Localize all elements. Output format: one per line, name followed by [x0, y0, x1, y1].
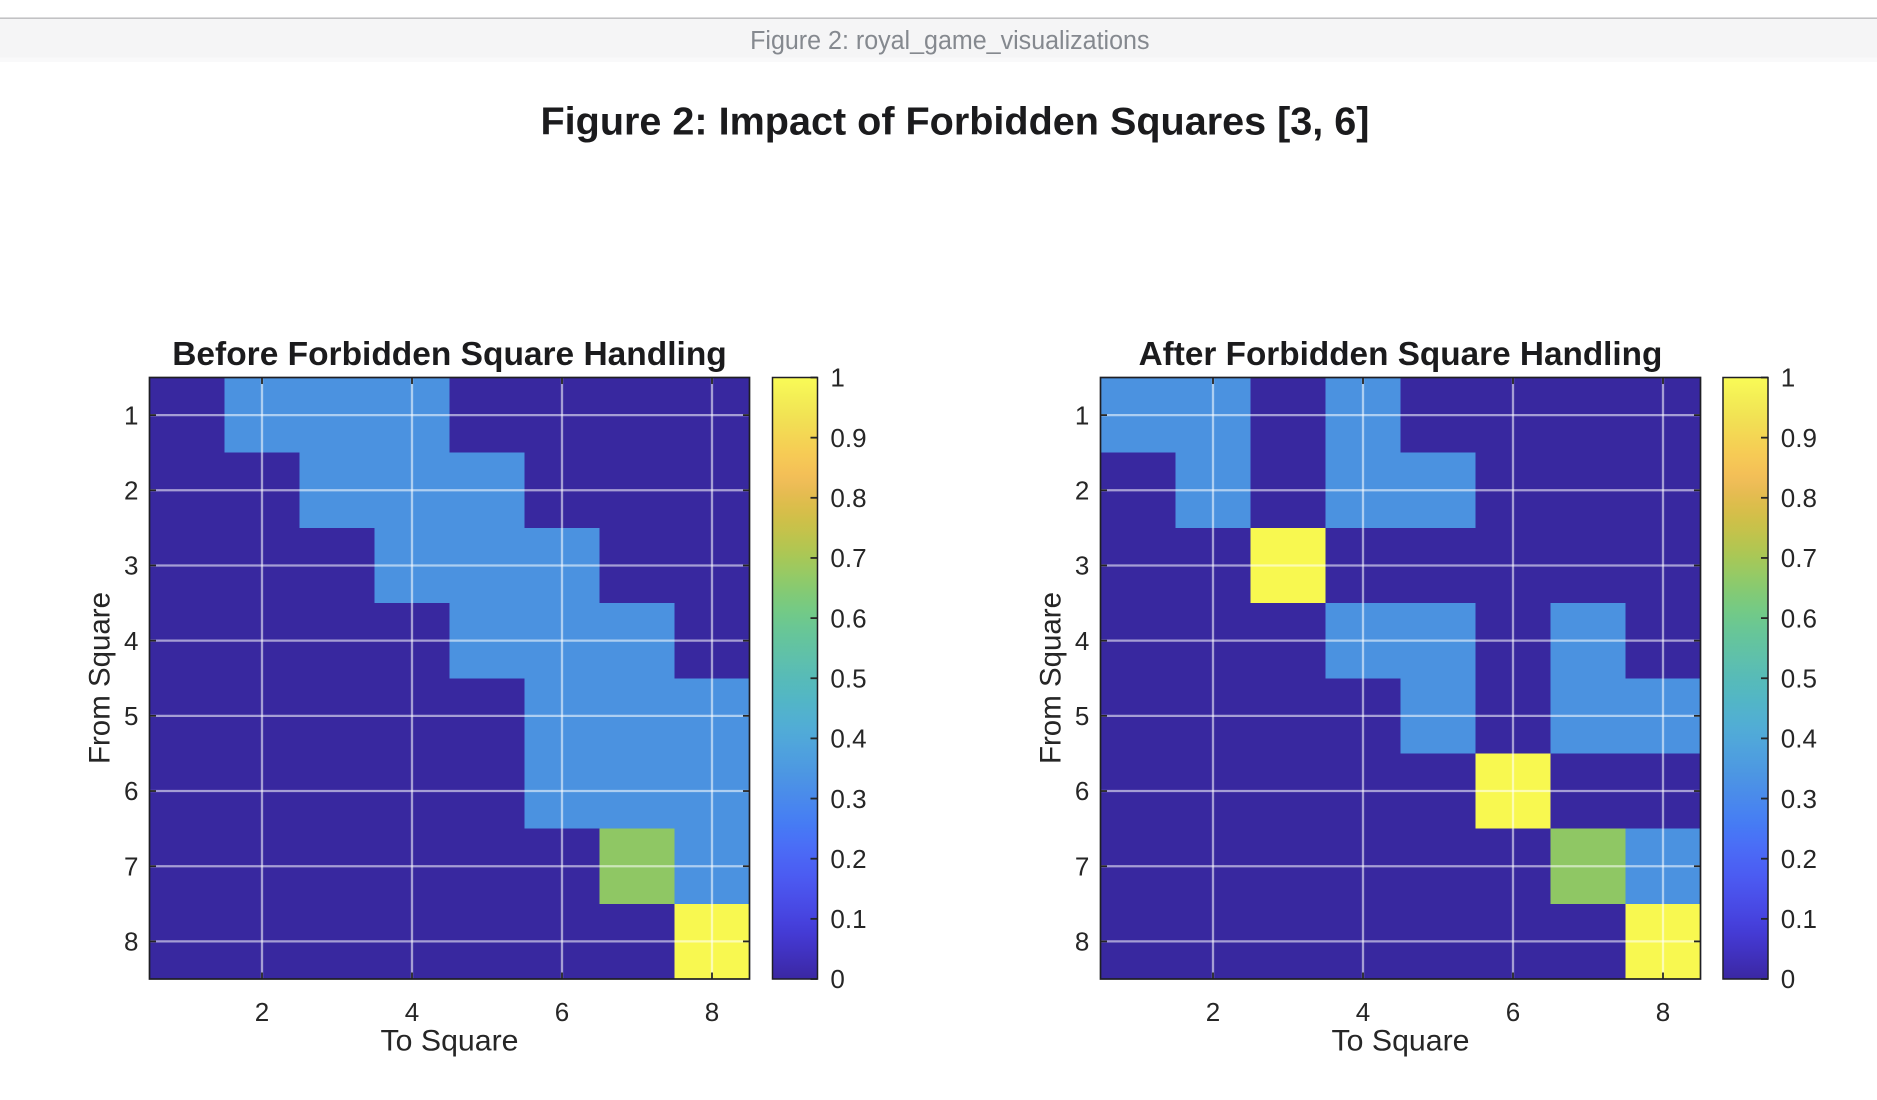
- svg-text:5: 5: [124, 701, 138, 731]
- svg-text:0.6: 0.6: [830, 603, 866, 633]
- svg-text:0.8: 0.8: [830, 483, 866, 513]
- svg-text:0.3: 0.3: [1781, 784, 1817, 814]
- svg-text:0.1: 0.1: [830, 904, 866, 934]
- svg-text:0.4: 0.4: [830, 724, 866, 754]
- svg-text:To Square: To Square: [1332, 1025, 1470, 1058]
- svg-text:0.2: 0.2: [830, 844, 866, 874]
- svg-text:0.7: 0.7: [1781, 543, 1817, 573]
- svg-text:1: 1: [830, 363, 844, 393]
- svg-text:6: 6: [1506, 997, 1520, 1027]
- svg-text:8: 8: [1656, 997, 1670, 1027]
- svg-text:6: 6: [1075, 776, 1089, 806]
- svg-text:6: 6: [124, 776, 138, 806]
- svg-text:2: 2: [124, 475, 138, 505]
- svg-text:2: 2: [1206, 997, 1220, 1027]
- svg-text:4: 4: [124, 626, 138, 656]
- svg-text:8: 8: [705, 997, 719, 1027]
- svg-text:8: 8: [124, 927, 138, 957]
- svg-text:0.2: 0.2: [1781, 844, 1817, 874]
- svg-text:0.9: 0.9: [1781, 423, 1817, 453]
- svg-text:7: 7: [124, 851, 138, 881]
- svg-text:3: 3: [124, 551, 138, 581]
- svg-text:1: 1: [1075, 400, 1089, 430]
- svg-text:0.5: 0.5: [830, 663, 866, 693]
- svg-text:Before Forbidden Square Handli: Before Forbidden Square Handling: [172, 336, 727, 373]
- svg-text:0: 0: [830, 964, 844, 994]
- svg-text:0.8: 0.8: [1781, 483, 1817, 513]
- svg-text:0.6: 0.6: [1781, 603, 1817, 633]
- svg-text:From Square: From Square: [1034, 592, 1067, 764]
- svg-text:5: 5: [1075, 701, 1089, 731]
- svg-text:4: 4: [1356, 997, 1370, 1027]
- svg-text:Figure 2: Impact of Forbidden: Figure 2: Impact of Forbidden Squares [3…: [541, 101, 1370, 144]
- svg-text:0.9: 0.9: [830, 423, 866, 453]
- svg-text:0.3: 0.3: [830, 784, 866, 814]
- svg-text:1: 1: [124, 400, 138, 430]
- svg-text:2: 2: [1075, 475, 1089, 505]
- svg-text:To Square: To Square: [381, 1025, 519, 1058]
- svg-text:Figure 2: royal_game_visualiza: Figure 2: royal_game_visualizations: [750, 27, 1149, 55]
- svg-text:2: 2: [255, 997, 269, 1027]
- svg-text:0: 0: [1781, 964, 1795, 994]
- svg-text:From Square: From Square: [83, 592, 116, 764]
- svg-text:0.7: 0.7: [830, 543, 866, 573]
- svg-text:4: 4: [1075, 626, 1089, 656]
- svg-text:0.1: 0.1: [1781, 904, 1817, 934]
- svg-text:1: 1: [1781, 363, 1795, 393]
- svg-text:4: 4: [405, 997, 419, 1027]
- svg-text:7: 7: [1075, 851, 1089, 881]
- svg-text:8: 8: [1075, 927, 1089, 957]
- svg-text:3: 3: [1075, 551, 1089, 581]
- svg-text:6: 6: [555, 997, 569, 1027]
- svg-text:0.5: 0.5: [1781, 663, 1817, 693]
- svg-text:After Forbidden Square Handlin: After Forbidden Square Handling: [1139, 336, 1663, 373]
- svg-text:0.4: 0.4: [1781, 724, 1817, 754]
